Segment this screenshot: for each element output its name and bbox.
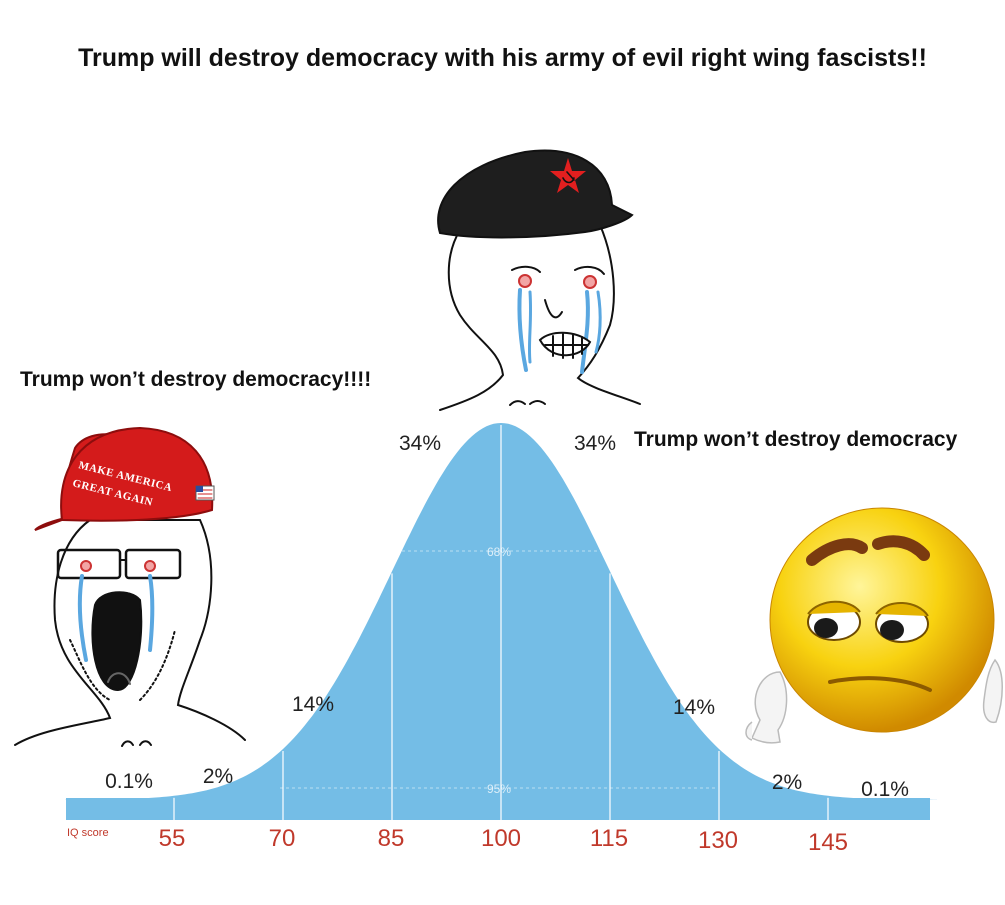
wojak-maga-crying-icon: MAKE AMERICA GREAT AGAIN bbox=[14, 426, 246, 747]
pct-label-85-100: 34% bbox=[399, 432, 441, 455]
right-caption: Trump won’t destroy democracy bbox=[634, 428, 958, 451]
iq-tick-145: 145 bbox=[808, 829, 848, 856]
pct-label-115-130: 14% bbox=[673, 696, 715, 719]
iq-tick-100: 100 bbox=[481, 825, 521, 852]
iq-tick-85: 85 bbox=[378, 825, 405, 852]
inner-label-95: 95% bbox=[487, 782, 511, 796]
pct-label-100-115: 34% bbox=[574, 432, 616, 455]
pct-label-70-85: 14% bbox=[292, 693, 334, 716]
curve-baseline bbox=[66, 798, 930, 820]
iq-tick-55: 55 bbox=[159, 825, 186, 852]
sad-emoji-icon bbox=[745, 507, 1003, 744]
iq-tick-70: 70 bbox=[269, 825, 296, 852]
left-caption: Trump won’t destroy democracy!!!! bbox=[20, 368, 372, 391]
pct-label-gt145: 0.1% bbox=[861, 778, 909, 801]
meme-title: Trump will destroy democracy with his ar… bbox=[78, 44, 927, 72]
iq-tick-130: 130 bbox=[698, 827, 738, 854]
iq-score-axis-label: IQ score bbox=[67, 827, 109, 839]
pct-label-130-145: 2% bbox=[772, 771, 802, 794]
pct-label-55-70: 2% bbox=[203, 765, 233, 788]
pct-label-lt55: 0.1% bbox=[105, 770, 153, 793]
iq-tick-115: 115 bbox=[590, 825, 628, 852]
sd-dividers bbox=[173, 425, 829, 820]
inner-label-68: 68% bbox=[487, 545, 511, 559]
wojak-communist-crying-icon bbox=[437, 149, 641, 411]
